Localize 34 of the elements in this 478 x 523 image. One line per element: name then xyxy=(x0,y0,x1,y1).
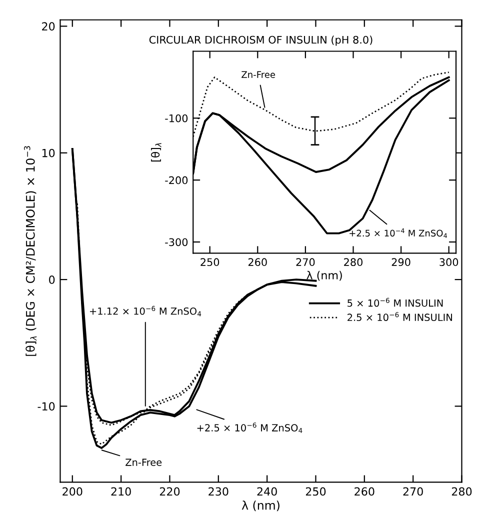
annotation: +1.12 × 10$^{−6}$ M ZnSO$_{4}$ xyxy=(90,306,202,316)
x-tick-label: 300 xyxy=(440,258,458,266)
x-tick-label: 260 xyxy=(248,258,267,266)
x-tick-label: 250 xyxy=(306,487,326,496)
y-tick-label: 10 xyxy=(42,148,55,158)
y-tick-label: -100 xyxy=(165,114,188,122)
annotation: Zn-Free xyxy=(242,71,276,78)
text: CIRCULAR DICHROISM OF INSULIN (pH 8.0) xyxy=(149,36,372,46)
y-tick-label: 20 xyxy=(42,22,55,31)
x-tick-label: 270 xyxy=(403,487,423,496)
x-tick-label: 270 xyxy=(296,258,315,266)
x-tick-label: 200 xyxy=(62,487,82,496)
x-tick-label: 240 xyxy=(257,487,277,496)
annotation: +2.5 × 10$^{−6}$ M ZnSO$_{4}$ xyxy=(197,422,302,433)
annotation: +2.5 × 10$^{−4}$ M ZnSO$_{4}$ xyxy=(350,228,448,238)
y-axis-title: [θ]$_{λ}$ (DEG × CM²/DECIMOLE) × 10$^{−3}$ xyxy=(24,146,37,356)
x-tick-label: 280 xyxy=(344,258,362,266)
x-tick-label: 260 xyxy=(354,487,374,496)
x-axis-title: λ (nm) xyxy=(306,270,342,281)
x-tick-label: 290 xyxy=(392,258,410,266)
x-tick-label: 220 xyxy=(160,487,180,496)
y-tick-label: 0 xyxy=(49,276,55,284)
y-tick-label: -300 xyxy=(165,238,188,246)
legend-label: 2.5 × 10$^{−6}$ M INSULIN xyxy=(348,312,452,322)
x-tick-label: 210 xyxy=(111,487,131,496)
x-tick-label: 230 xyxy=(208,487,228,496)
annotation: Zn-Free xyxy=(126,458,162,466)
x-axis-title: λ (nm) xyxy=(242,500,280,512)
x-tick-label: 280 xyxy=(452,487,472,496)
y-tick-label: -200 xyxy=(165,176,188,184)
x-tick-label: 250 xyxy=(200,258,220,266)
y-tick-label: -10 xyxy=(38,402,55,411)
legend-label: 5 × 10$^{−6}$ M INSULIN xyxy=(348,298,443,307)
y-axis-title: [θ]$_{λ}$ xyxy=(150,143,162,162)
